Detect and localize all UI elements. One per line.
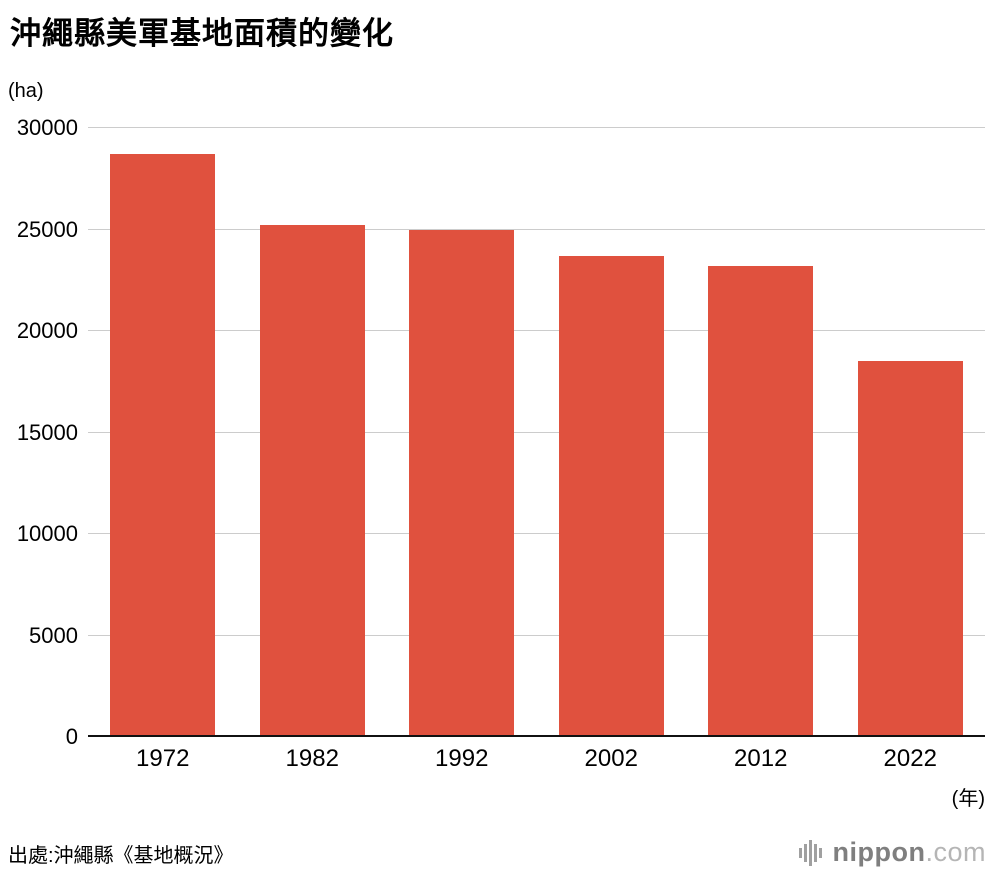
y-tick-15000: 15000 [16,419,78,445]
x-tick-1982: 1982 [285,745,339,772]
x-tick-1992: 1992 [435,745,489,772]
y-tick-5000: 5000 [29,622,78,648]
y-tick-10000: 10000 [16,521,78,546]
bar-slot-1972 [88,128,238,737]
gridline-20000 [88,330,985,331]
gridline-25000 [88,228,985,230]
logo-text: nippon.com [833,837,986,868]
y-tick-25000: 25000 [16,216,78,242]
y-tick-20000: 20000 [16,318,78,343]
gridline-30000 [88,127,985,128]
bar-1972 [110,154,216,737]
bar-slot-2022 [836,128,986,737]
logo-suffix: .com [925,837,986,867]
y-axis-unit-label: (ha) [8,80,44,102]
source-note: 出處:沖繩縣《基地概況》 [8,845,234,867]
bar-slot-1992 [387,128,537,737]
chart-title: 沖繩縣美軍基地面積的變化 [10,16,394,51]
y-axis-labels: 0 5000 10000 15000 20000 25000 30000 [0,115,78,749]
bar-2022 [857,361,963,737]
nippon-logo: nippon.com [798,837,986,868]
gridline-15000 [88,431,985,433]
x-tick-2002: 2002 [584,745,638,772]
bar-2002 [558,255,664,737]
x-axis-unit-label: (年) [951,788,985,810]
y-tick-0: 0 [65,724,78,749]
bar-group [88,128,985,737]
logo-name: nippon [832,837,926,867]
x-axis-line [88,735,985,737]
bar-1982 [259,225,365,737]
x-tick-2022: 2022 [883,745,937,772]
x-axis-labels: 1972 1982 1992 2002 2012 2022 [88,745,985,773]
bar-2012 [708,266,814,737]
bar-1992 [409,229,515,737]
soundwave-icon [798,838,825,868]
bar-slot-2012 [686,128,836,737]
plot-area [88,127,985,737]
bar-slot-2002 [537,128,687,737]
x-tick-2012: 2012 [734,745,788,772]
y-tick-30000: 30000 [16,115,78,140]
x-tick-1972: 1972 [136,745,190,772]
bar-slot-1982 [238,128,388,737]
gridline-5000 [88,634,985,636]
gridline-10000 [88,533,985,534]
